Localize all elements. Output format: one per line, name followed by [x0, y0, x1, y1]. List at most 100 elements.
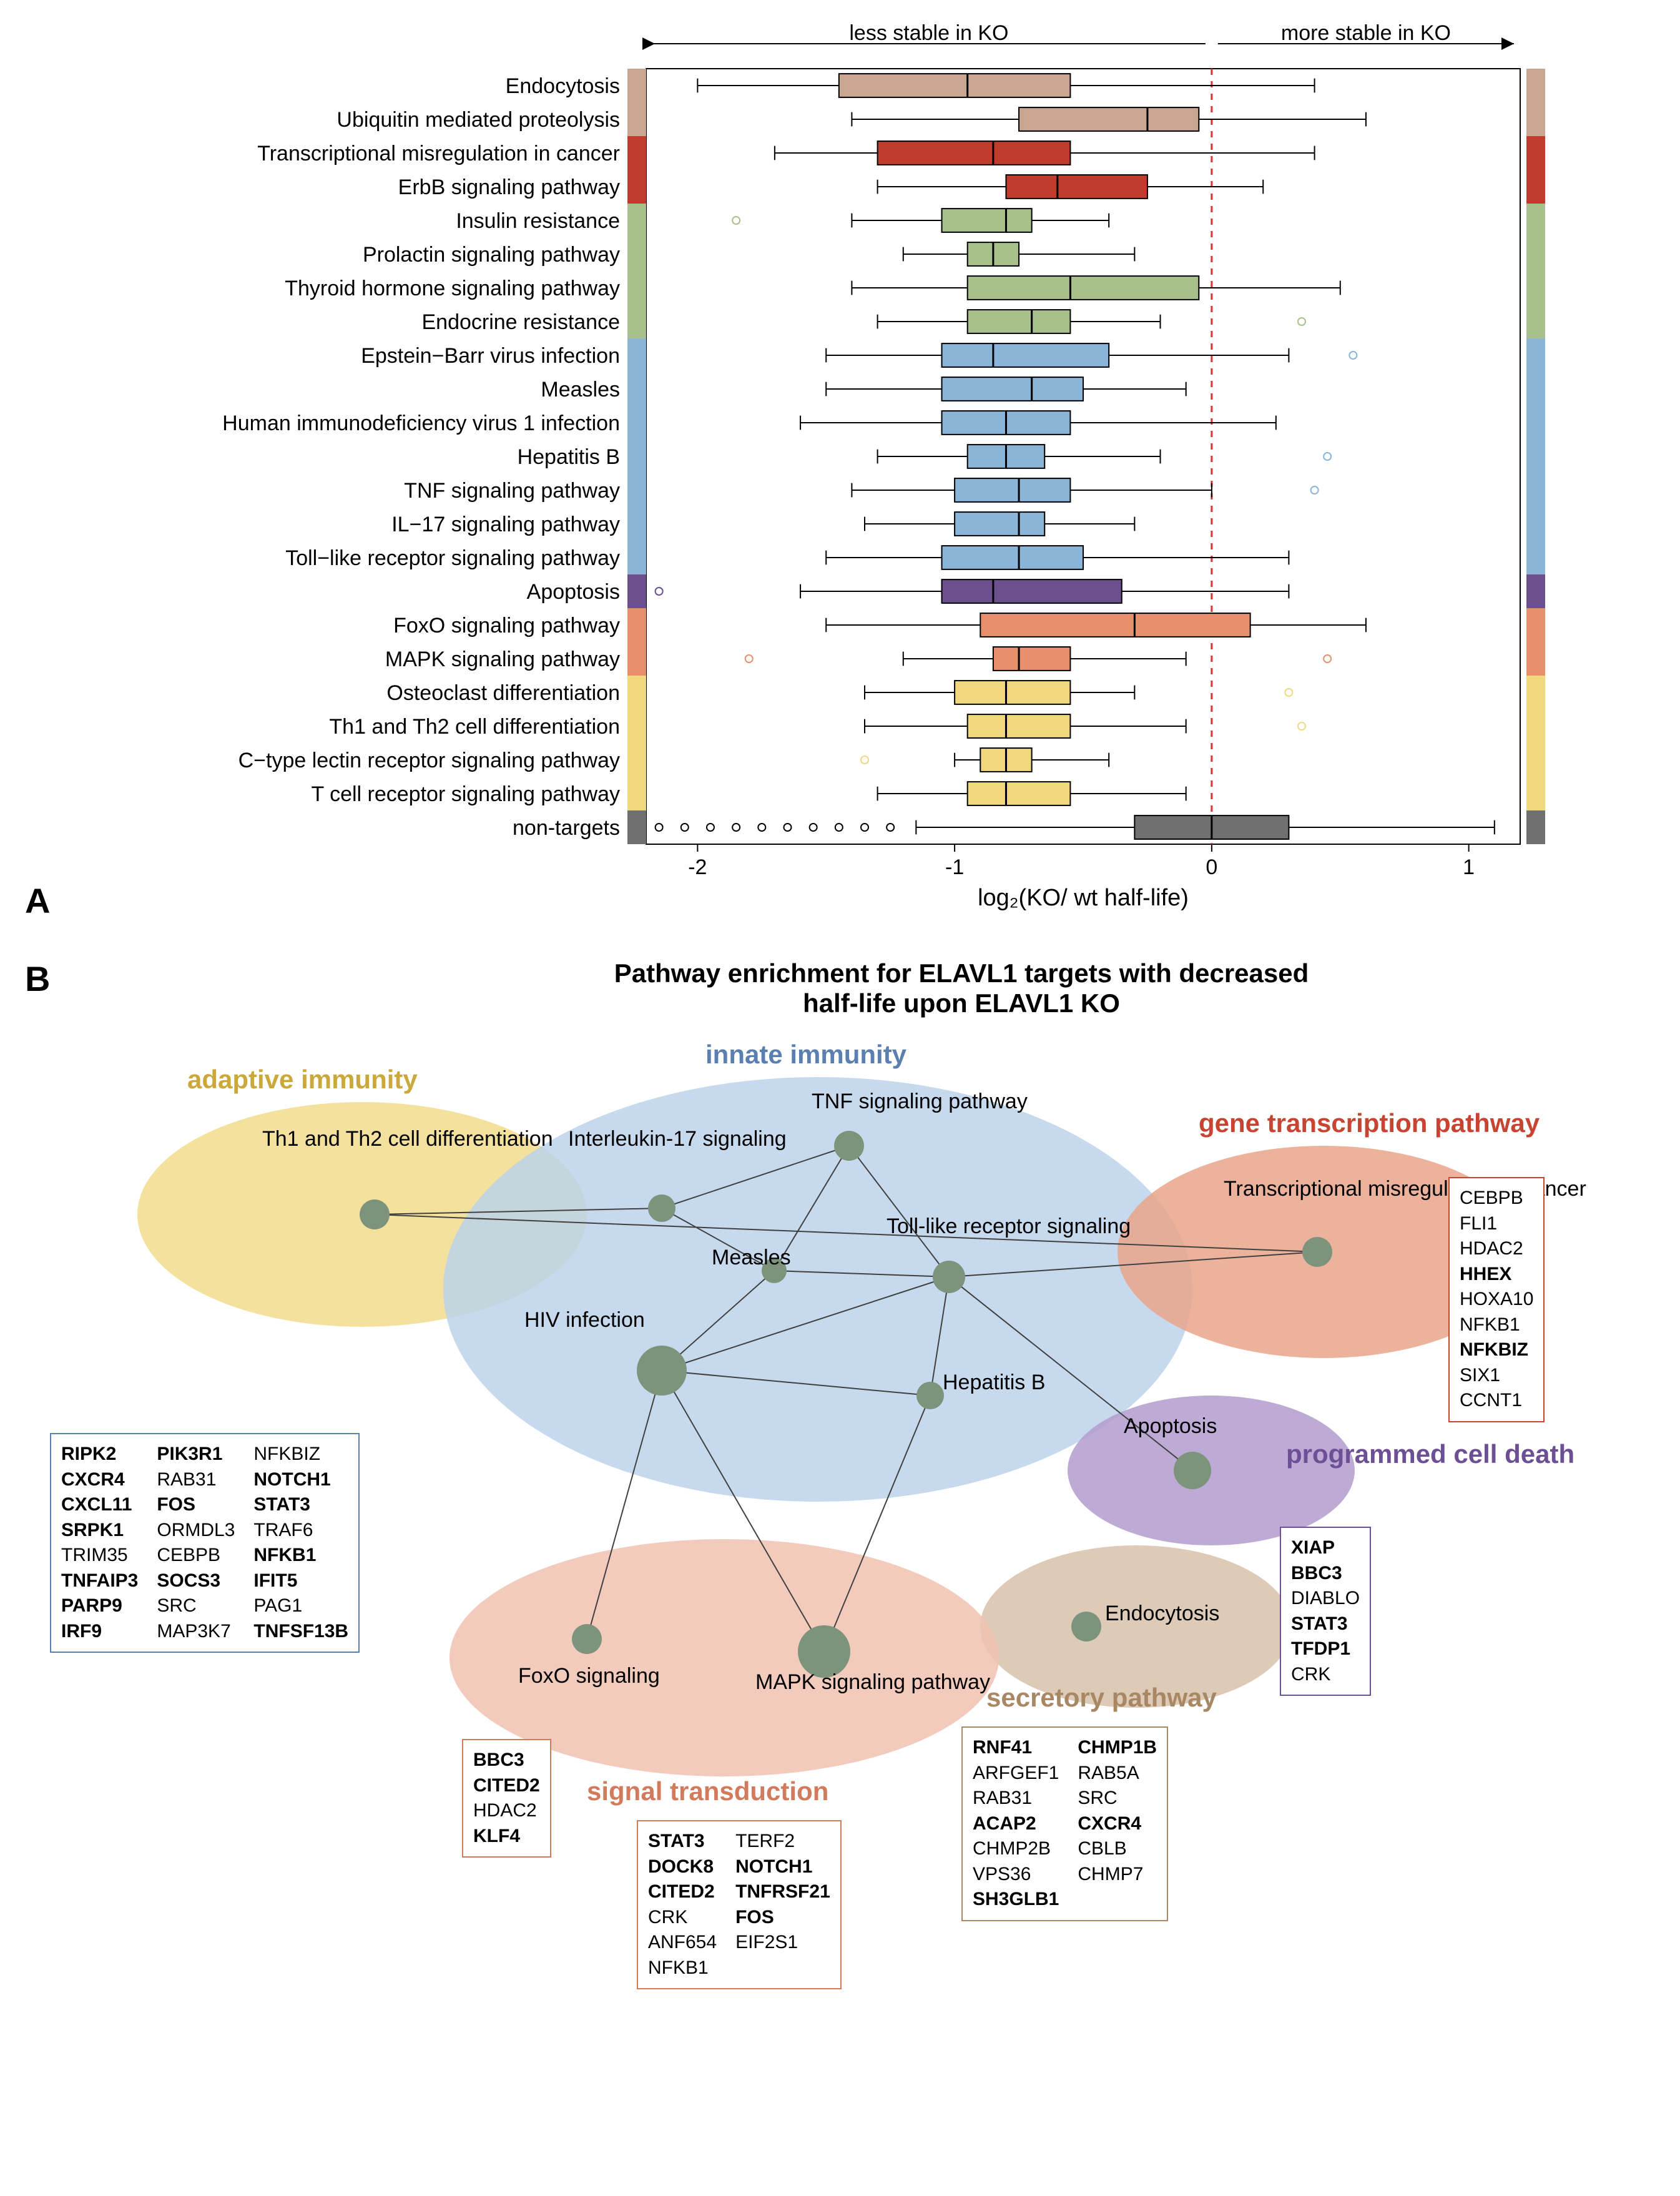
gene-symbol: FOS: [157, 1492, 235, 1518]
group-strip-right: [1526, 406, 1545, 440]
group-strip-right: [1526, 608, 1545, 642]
x-tick-label: 1: [1463, 855, 1475, 879]
gene-symbol: TNFSF13B: [253, 1619, 348, 1645]
gene-symbol: NFKB1: [648, 1956, 717, 1981]
panel-b: B Pathway enrichment for ELAVL1 targets …: [25, 958, 1655, 2145]
group-strip-left: [627, 676, 646, 709]
group-strip-right: [1526, 102, 1545, 136]
category-label: C−type lectin receptor signaling pathway: [238, 749, 620, 772]
box: [941, 209, 1031, 232]
category-label: Prolactin signaling pathway: [363, 243, 620, 267]
cluster-label-secretory: secretory pathway: [986, 1683, 1217, 1713]
cluster-label-innate: innate immunity: [705, 1040, 906, 1070]
gene-symbol: STAT3: [648, 1829, 717, 1854]
gene-symbol: BBC3: [1291, 1561, 1360, 1587]
group-strip-right: [1526, 709, 1545, 743]
category-label: non-targets: [513, 816, 620, 840]
gene-symbol: CHMP1B: [1078, 1735, 1157, 1761]
gene-symbol: CRK: [648, 1905, 717, 1931]
gene-symbol: TNFAIP3: [61, 1568, 138, 1594]
category-label: Transcriptional misregulation in cancer: [257, 142, 620, 165]
box: [955, 512, 1044, 536]
category-label: Osteoclast differentiation: [386, 681, 620, 705]
box: [968, 310, 1071, 333]
group-strip-left: [627, 473, 646, 507]
group-strip-left: [627, 608, 646, 642]
gene-symbol: STAT3: [253, 1492, 348, 1518]
panel-b-overlay: adaptive immunityinnate immunitygene tra…: [25, 958, 1655, 2145]
group-strip-right: [1526, 305, 1545, 338]
box: [968, 276, 1199, 300]
gene-symbol: IFIT5: [253, 1568, 348, 1594]
gene-symbol: NFKBIZ: [1460, 1337, 1533, 1363]
gene-symbol: HOXA10: [1460, 1287, 1533, 1312]
box: [941, 546, 1083, 569]
gene-symbol: MAP3K7: [157, 1619, 235, 1645]
group-strip-left: [627, 574, 646, 608]
group-strip-left: [627, 406, 646, 440]
gene-symbol: SH3GLB1: [973, 1887, 1059, 1913]
group-strip-right: [1526, 170, 1545, 204]
gene-box-innate_genes: RIPK2CXCR4CXCL11SRPK1TRIM35TNFAIP3PARP9I…: [50, 1433, 360, 1653]
gene-symbol: CXCR4: [61, 1467, 138, 1493]
category-label: Apoptosis: [527, 580, 620, 604]
gene-symbol: HDAC2: [1460, 1236, 1533, 1262]
gene-symbol: CEBPB: [157, 1543, 235, 1568]
group-strip-right: [1526, 507, 1545, 541]
cluster-label-adaptive: adaptive immunity: [187, 1065, 418, 1095]
gene-box-secretory_genes: RNF41ARFGEF1RAB31ACAP2CHMP2BVPS36SH3GLB1…: [961, 1726, 1168, 1921]
group-strip-left: [627, 204, 646, 237]
gene-symbol: CRK: [1291, 1662, 1360, 1688]
group-strip-right: [1526, 473, 1545, 507]
gene-symbol: PAG1: [253, 1593, 348, 1619]
gene-symbol: CITED2: [648, 1879, 717, 1905]
group-strip-right: [1526, 440, 1545, 473]
category-label: Ubiquitin mediated proteolysis: [336, 108, 620, 132]
category-label: IL−17 signaling pathway: [391, 513, 620, 536]
gene-symbol: SRC: [1078, 1786, 1157, 1811]
group-strip-right: [1526, 69, 1545, 102]
group-strip-right: [1526, 338, 1545, 372]
group-strip-right: [1526, 372, 1545, 406]
gene-symbol: CHMP2B: [973, 1836, 1059, 1862]
gene-box-signal_genes: STAT3DOCK8CITED2CRKANF654NFKB1TERF2NOTCH…: [637, 1820, 842, 1989]
category-label: Epstein−Barr virus infection: [361, 344, 620, 368]
category-label: Insulin resistance: [456, 209, 620, 233]
gene-symbol: NFKB1: [253, 1543, 348, 1568]
x-tick-label: -2: [688, 855, 707, 879]
group-strip-right: [1526, 204, 1545, 237]
gene-symbol: FOS: [735, 1905, 830, 1931]
gene-symbol: STAT3: [1291, 1612, 1360, 1637]
panel-a-label: A: [25, 881, 50, 920]
gene-symbol: CCNT1: [1460, 1388, 1533, 1414]
box: [877, 141, 1070, 165]
category-label: T cell receptor signaling pathway: [311, 782, 620, 806]
gene-symbol: PIK3R1: [157, 1442, 235, 1467]
x-tick-label: 0: [1206, 855, 1217, 879]
category-label: Toll−like receptor signaling pathway: [285, 546, 620, 570]
gene-symbol: NFKB1: [1460, 1312, 1533, 1338]
gene-symbol: CEBPB: [1460, 1186, 1533, 1211]
gene-symbol: TNFRSF21: [735, 1879, 830, 1905]
gene-symbol: EIF2S1: [735, 1930, 830, 1956]
category-label: Th1 and Th2 cell differentiation: [329, 715, 620, 739]
boxplot-svg: less stable in KOmore stable in KO-2-101…: [53, 25, 1558, 913]
gene-symbol: NOTCH1: [253, 1467, 348, 1493]
gene-symbol: TRAF6: [253, 1518, 348, 1544]
group-strip-left: [627, 810, 646, 844]
box: [839, 74, 1071, 97]
gene-symbol: SRC: [157, 1593, 235, 1619]
gene-symbol: TRIM35: [61, 1543, 138, 1568]
gene-symbol: XIAP: [1291, 1535, 1360, 1561]
group-strip-left: [627, 709, 646, 743]
group-strip-right: [1526, 676, 1545, 709]
header-less-stable: less stable in KO: [849, 21, 1008, 45]
gene-symbol: RNF41: [973, 1735, 1059, 1761]
panel-a: A less stable in KOmore stable in KO-2-1…: [25, 25, 1655, 921]
category-label: MAPK signaling pathway: [385, 647, 620, 671]
box: [955, 681, 1070, 704]
x-axis-label: log₂(KO/ wt half-life): [978, 885, 1189, 911]
box: [1006, 175, 1147, 199]
box: [968, 782, 1071, 805]
category-label: Human immunodeficiency virus 1 infection: [222, 411, 620, 435]
